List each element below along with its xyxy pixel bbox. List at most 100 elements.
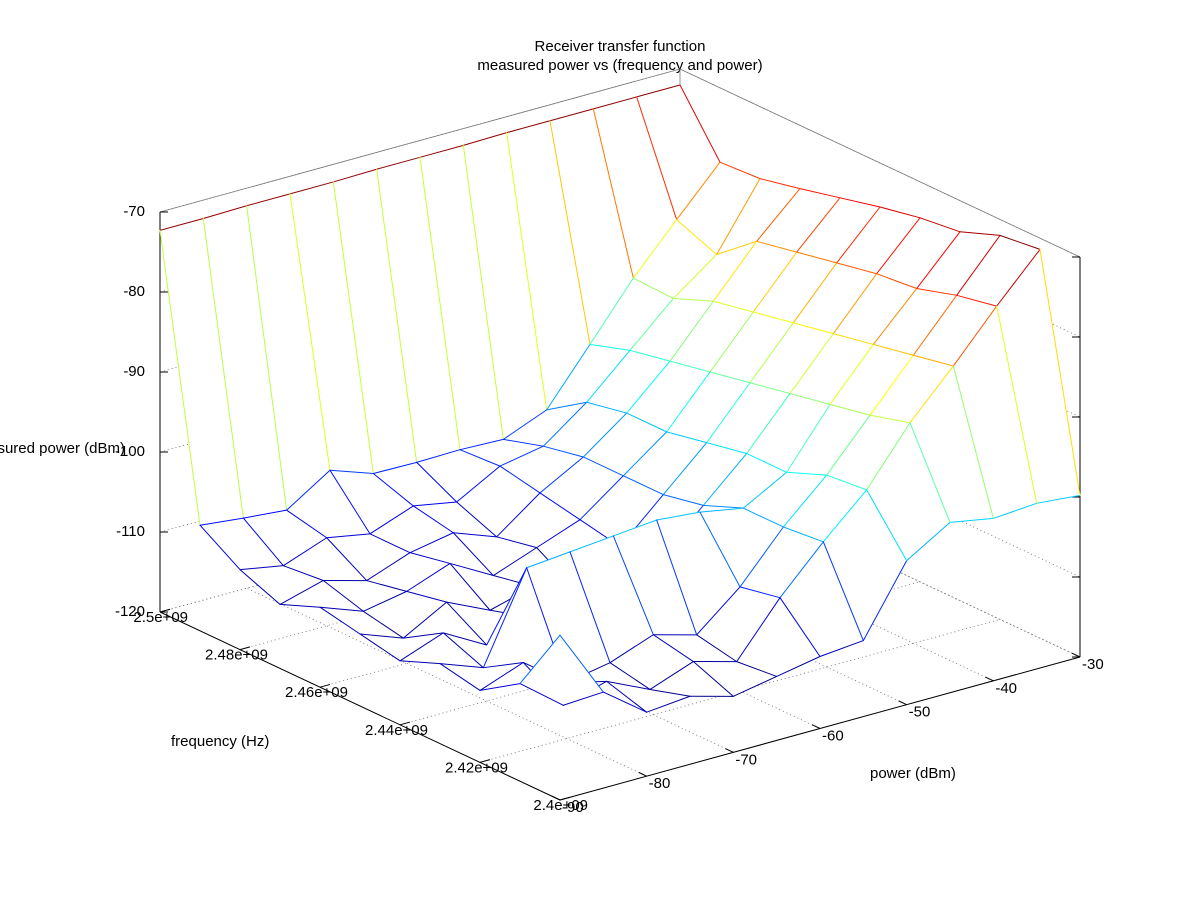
surface-line [832, 273, 878, 335]
surface-face [630, 298, 714, 362]
y-tick [399, 721, 411, 726]
surface-line [279, 579, 324, 605]
surface-line [406, 590, 448, 603]
surface-line [479, 661, 524, 691]
surface-line [736, 661, 778, 677]
surface-face [450, 563, 534, 611]
surface-line [369, 533, 411, 554]
surface-line [372, 461, 418, 475]
surface-line [712, 240, 758, 302]
surface-line [199, 524, 241, 571]
surface-line [519, 634, 561, 685]
surface-line [952, 305, 998, 367]
base-grid-line [246, 587, 647, 777]
surface-line [836, 206, 881, 264]
surface-line [629, 349, 671, 362]
surface-line [332, 168, 378, 183]
z-tick-label: -100 [115, 443, 145, 460]
y-tick [159, 608, 171, 613]
surface-line [376, 156, 421, 170]
surface-line [606, 680, 651, 690]
surface-line [459, 449, 501, 467]
surface-face [696, 586, 780, 662]
surface-line [732, 675, 778, 697]
surface-line [636, 96, 678, 221]
surface-line [786, 403, 831, 473]
surface-face [793, 262, 877, 334]
surface-line [656, 519, 698, 636]
x-tick [985, 676, 994, 682]
y-tick-label: 2.44e+09 [365, 722, 428, 739]
surface-face [443, 567, 527, 668]
surface-face [203, 205, 287, 519]
surface-line [622, 431, 668, 477]
surface-line [362, 610, 404, 639]
surface-line [952, 365, 994, 519]
surface-line [876, 217, 921, 275]
surface-line [319, 606, 364, 612]
surface-face [700, 508, 784, 587]
surface-line [602, 691, 648, 713]
surface-face [693, 661, 777, 697]
surface-line [879, 206, 921, 219]
surface-line [399, 632, 444, 662]
surface-line [672, 254, 718, 299]
surface-line [586, 349, 631, 403]
surface-line [996, 305, 1038, 504]
surface-line [246, 193, 291, 207]
surface-face [786, 404, 870, 476]
surface-line [739, 526, 784, 588]
surface-line [676, 219, 718, 256]
surface-line [719, 161, 761, 180]
surface-line [239, 569, 281, 605]
surface-face [753, 252, 837, 323]
surface-line [662, 494, 704, 506]
surface-line [402, 601, 448, 639]
surface-face [746, 393, 830, 473]
surface-face [656, 512, 740, 635]
surface-face [743, 472, 827, 527]
surface-face [593, 96, 677, 279]
surface-line [506, 132, 548, 411]
surface-face [503, 402, 587, 447]
surface-face [590, 278, 674, 351]
surface-line [442, 632, 484, 669]
surface-line [239, 565, 284, 571]
surface-line [869, 354, 914, 416]
surface-face [160, 218, 244, 526]
surface-line [906, 521, 951, 562]
surface-line [636, 84, 681, 98]
surface-line [499, 445, 544, 467]
surface-line [519, 683, 564, 706]
surface-line [506, 120, 551, 134]
surface-face [650, 661, 734, 697]
surface-face [366, 552, 450, 592]
surface-face [610, 634, 694, 690]
surface-line [786, 471, 828, 476]
surface-line [569, 551, 611, 664]
surface-face [280, 580, 364, 612]
x-tick [811, 724, 821, 729]
surface-line [622, 475, 664, 496]
x-tick [551, 795, 561, 801]
surface-line [749, 382, 791, 395]
surface-line [359, 633, 404, 639]
surface-line [916, 231, 961, 290]
surface-face [440, 662, 524, 691]
surface-line [656, 511, 701, 521]
surface-line [776, 656, 821, 677]
surface-line [1039, 248, 1081, 496]
surface-face [330, 470, 414, 534]
surface-line [159, 217, 204, 231]
surface-line [579, 475, 624, 521]
y-tick [479, 759, 491, 763]
surface-line [592, 108, 634, 279]
surface-line [199, 517, 244, 526]
surface-line [629, 297, 674, 351]
surface-line [289, 181, 334, 195]
surface-face [333, 169, 417, 474]
surface-line [542, 445, 584, 458]
surface-line [439, 663, 484, 669]
surface-line [666, 431, 708, 444]
surface-face [506, 120, 590, 410]
